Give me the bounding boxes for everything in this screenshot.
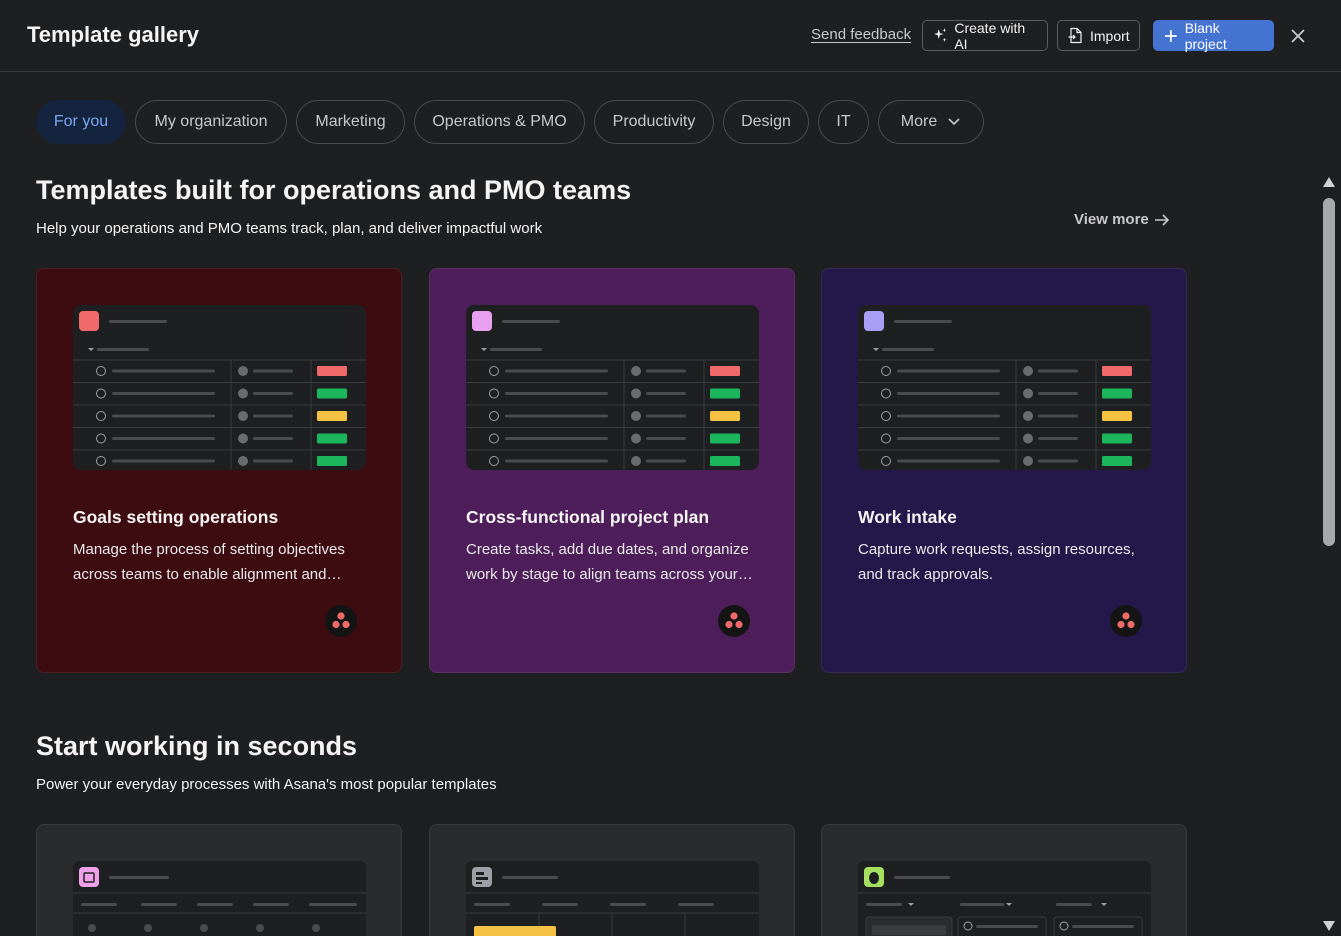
template-preview xyxy=(466,305,759,470)
asana-logo-icon xyxy=(325,605,357,637)
scroll-thumb xyxy=(1323,198,1335,546)
template-card[interactable]: Work intake Capture work requests, assig… xyxy=(821,268,1187,673)
status-chip xyxy=(710,366,740,376)
close-icon[interactable] xyxy=(1287,25,1309,47)
section-title: Templates built for operations and PMO t… xyxy=(36,175,632,205)
create-with-ai-label: Create with AI xyxy=(954,19,1026,52)
calendar-icon xyxy=(79,867,99,887)
asana-logo-icon xyxy=(1110,605,1142,637)
template-type-icon xyxy=(864,311,884,331)
scroll-down-arrow xyxy=(1323,921,1335,931)
view-more-link[interactable]: View more xyxy=(1074,211,1170,228)
scrollbar[interactable] xyxy=(1320,172,1338,936)
blank-project-button[interactable]: Blank project xyxy=(1153,19,1274,52)
template-card[interactable]: Goals setting operations Manage the proc… xyxy=(36,268,402,673)
status-chip xyxy=(710,433,740,444)
status-chip xyxy=(317,456,347,466)
arrow-right-icon xyxy=(1154,213,1169,226)
tab-more[interactable]: More xyxy=(878,100,984,144)
gallery-content: Templates built for operations and PMO t… xyxy=(0,145,1320,936)
status-chip xyxy=(317,411,347,421)
template-title: Cross-functional project plan xyxy=(466,507,710,527)
template-card[interactable] xyxy=(821,824,1187,936)
tab-productivity[interactable]: Productivity xyxy=(594,100,714,144)
tab-operations-pmo[interactable]: Operations & PMO xyxy=(414,100,585,144)
view-more-label: View more xyxy=(1074,211,1149,228)
page-title: Template gallery xyxy=(27,22,199,47)
import-file-icon xyxy=(1068,27,1082,44)
blank-project-label: Blank project xyxy=(1184,19,1227,52)
tab-for-you[interactable]: For you xyxy=(36,100,126,144)
calendar-template-preview xyxy=(73,861,366,936)
import-button[interactable]: Import xyxy=(1057,20,1140,51)
template-description: Capture work requests, assign resources,… xyxy=(858,541,1135,583)
template-type-icon xyxy=(472,311,492,331)
section-subtitle: Power your everyday processes with Asana… xyxy=(36,776,497,793)
status-chip xyxy=(710,456,740,466)
template-preview xyxy=(858,305,1151,470)
template-preview xyxy=(73,305,366,470)
template-title: Work intake xyxy=(858,507,957,527)
template-card[interactable] xyxy=(36,824,402,936)
status-chip xyxy=(317,366,347,376)
template-card[interactable] xyxy=(429,824,795,936)
section-title: Start working in seconds xyxy=(36,731,358,761)
template-description: Create tasks, add due dates, and organiz… xyxy=(466,541,749,583)
status-chip xyxy=(710,388,740,399)
template-card[interactable]: Cross-functional project plan Create tas… xyxy=(429,268,795,673)
plus-icon xyxy=(1164,29,1177,42)
status-chip xyxy=(1102,456,1132,466)
header: Template gallery Send feedback Create wi… xyxy=(0,0,1341,72)
status-chip xyxy=(1102,411,1132,421)
send-feedback-link[interactable]: Send feedback xyxy=(811,26,912,43)
tab-more-label: More xyxy=(900,113,938,130)
create-with-ai-button[interactable]: Create with AI xyxy=(922,19,1048,52)
chevron-down-icon xyxy=(948,118,960,126)
template-description: Manage the process of setting objectives… xyxy=(73,541,345,583)
status-chip xyxy=(317,433,347,444)
status-chip xyxy=(710,411,740,421)
status-chip xyxy=(1102,433,1132,444)
template-title: Goals setting operations xyxy=(73,507,279,527)
import-label: Import xyxy=(1090,27,1130,44)
bug-tracking-template-preview xyxy=(858,861,1151,936)
status-chip xyxy=(317,388,347,399)
tab-my-organization[interactable]: My organization xyxy=(135,100,287,144)
template-type-icon xyxy=(79,311,99,331)
tab-marketing[interactable]: Marketing xyxy=(296,100,405,144)
status-chip xyxy=(1102,388,1132,399)
timeline-template-preview xyxy=(466,861,759,936)
section-subtitle: Help your operations and PMO teams track… xyxy=(36,220,543,237)
status-chip xyxy=(1102,366,1132,376)
asana-logo-icon xyxy=(718,605,750,637)
scroll-up-arrow xyxy=(1323,177,1335,187)
tab-it[interactable]: IT xyxy=(818,100,869,144)
tab-design[interactable]: Design xyxy=(723,100,809,144)
sparkle-icon xyxy=(933,28,947,42)
